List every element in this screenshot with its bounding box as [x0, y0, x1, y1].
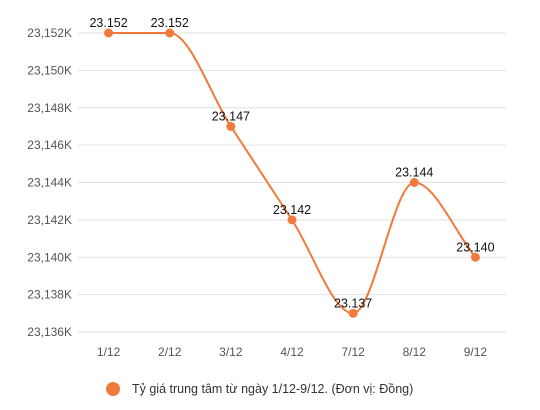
y-tick-label: 23,150K [27, 63, 72, 77]
data-point [226, 121, 236, 131]
y-tick-label: 23,146K [27, 138, 72, 152]
data-label: 23.152 [151, 16, 189, 30]
x-tick-label: 3/12 [219, 345, 243, 359]
data-label: 23.142 [273, 203, 311, 217]
data-label: 23.147 [212, 109, 250, 123]
y-tick-label: 23,136K [27, 325, 72, 339]
y-axis: 23,136K 23,138K 23,140K 23,142K 23,144K 23,14… [27, 26, 72, 339]
x-tick-label: 8/12 [403, 345, 427, 359]
legend-label: Tỷ giá trung tâm từ ngày 1/12-9/12. (Đơn… [132, 382, 414, 396]
x-tick-label: 4/12 [280, 345, 304, 359]
data-point [470, 252, 480, 262]
y-tick-label: 23,142K [27, 213, 72, 227]
x-tick-label: 7/12 [341, 345, 365, 359]
x-tick-label: 9/12 [464, 345, 488, 359]
data-point [348, 308, 358, 318]
data-point [409, 178, 419, 187]
legend[interactable]: Tỷ giá trung tâm từ ngày 1/12-9/12. (Đơn… [106, 382, 413, 396]
x-axis: 1/12 2/12 3/12 4/12 7/12 8/12 9/12 [97, 345, 488, 359]
y-tick-label: 23,148K [27, 101, 72, 115]
x-tick-label: 1/12 [97, 345, 121, 359]
y-tick-label: 23,152K [27, 26, 72, 40]
gridlines [78, 32, 506, 333]
data-point [287, 215, 297, 225]
data-label: 23.140 [456, 240, 494, 254]
y-tick-label: 23,138K [27, 288, 72, 302]
data-point [104, 28, 114, 38]
data-point [165, 28, 175, 38]
data-label: 23.144 [395, 166, 433, 180]
y-tick-label: 23,140K [27, 250, 72, 264]
data-points [104, 28, 480, 318]
legend-marker [106, 382, 120, 396]
data-label: 23.152 [89, 16, 127, 30]
y-tick-label: 23,144K [27, 176, 72, 190]
data-labels: 23.152 23.152 23.147 23.142 23.137 23.144 23.1… [89, 16, 494, 310]
x-tick-label: 2/12 [158, 345, 182, 359]
data-label: 23.137 [334, 296, 372, 310]
